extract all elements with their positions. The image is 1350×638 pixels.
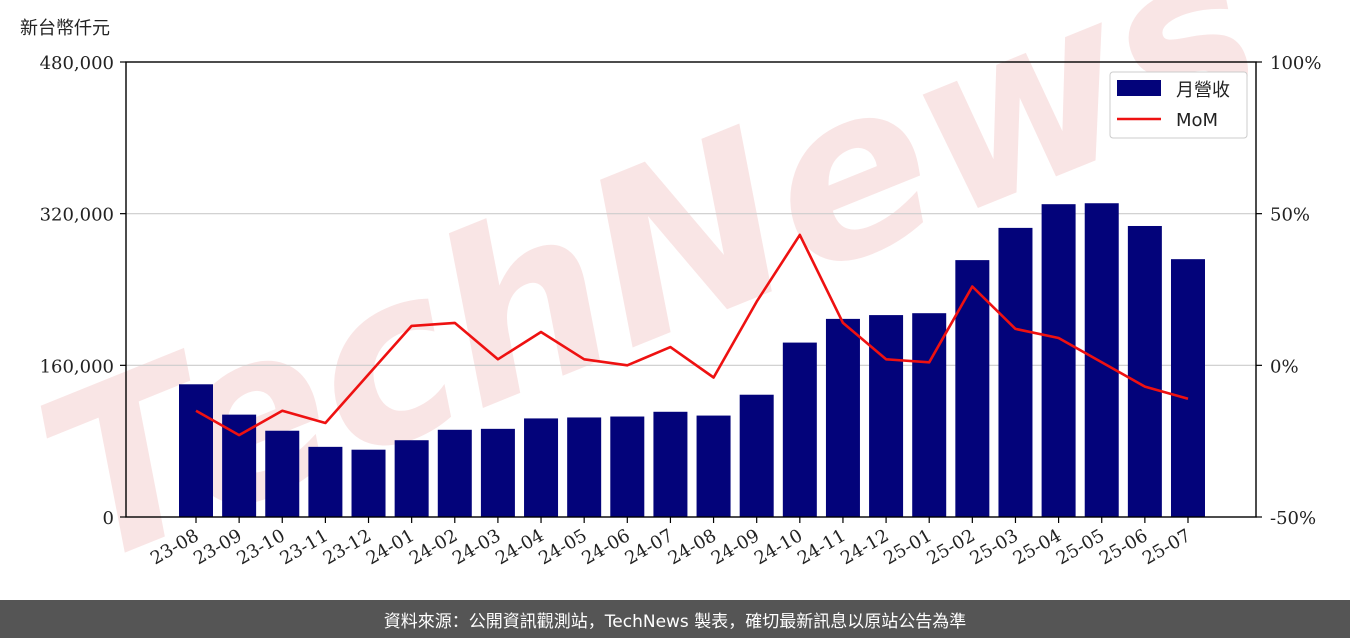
bar-24-07 bbox=[653, 411, 688, 517]
x-tick-label: 24-03 bbox=[449, 525, 504, 569]
x-tick-label: 24-10 bbox=[751, 525, 806, 569]
bar-24-01 bbox=[394, 440, 429, 517]
bar-23-12 bbox=[351, 449, 386, 517]
bar-23-09 bbox=[222, 414, 257, 517]
bar-24-02 bbox=[437, 429, 472, 517]
bar-25-05 bbox=[1084, 203, 1119, 518]
source-footer: 資料來源：公開資訊觀測站，TechNews 製表，確切最新訊息以原站公告為準 bbox=[0, 600, 1350, 638]
bar-series bbox=[179, 203, 1205, 518]
bar-24-10 bbox=[782, 342, 817, 517]
x-tick-label: 24-01 bbox=[363, 525, 418, 569]
x-tick-label: 25-07 bbox=[1139, 525, 1194, 569]
y-axis-unit-label: 新台幣仟元 bbox=[20, 18, 110, 39]
mom-line bbox=[195, 233, 1189, 437]
bar-24-12 bbox=[869, 315, 904, 517]
left-y-axis: 0 160,000 320,000 480,000 bbox=[40, 53, 126, 529]
bar-25-04 bbox=[1041, 204, 1076, 517]
x-tick-label: 25-03 bbox=[967, 525, 1022, 569]
x-tick-label: 25-06 bbox=[1096, 525, 1151, 569]
bar-25-03 bbox=[998, 227, 1033, 517]
legend-bar-label: 月營收 bbox=[1176, 80, 1230, 101]
x-tick-label: 25-05 bbox=[1053, 525, 1108, 569]
x-tick-label: 24-09 bbox=[708, 525, 763, 569]
x-tick-label: 24-08 bbox=[665, 525, 720, 569]
bar-23-10 bbox=[265, 430, 300, 517]
bar-25-07 bbox=[1170, 259, 1205, 517]
x-tick-label: 24-11 bbox=[794, 525, 849, 569]
left-tick-label: 0 bbox=[103, 508, 114, 529]
bar-24-04 bbox=[524, 418, 559, 517]
bar-24-05 bbox=[567, 417, 602, 517]
mom-line-series bbox=[195, 233, 1189, 437]
plot-frame bbox=[125, 61, 1257, 518]
legend-bar-swatch bbox=[1117, 80, 1161, 96]
legend: 月營收 MoM bbox=[1109, 71, 1248, 139]
right-tick-label: -50% bbox=[1270, 508, 1316, 529]
x-tick-label: 24-12 bbox=[837, 525, 892, 569]
x-tick-label: 25-01 bbox=[880, 525, 935, 569]
bar-24-08 bbox=[696, 415, 731, 517]
right-y-axis: -50% 0% 50% 100% bbox=[1256, 53, 1321, 529]
x-tick-label: 24-04 bbox=[492, 525, 547, 569]
bar-23-08 bbox=[179, 384, 213, 517]
bar-25-02 bbox=[955, 260, 990, 517]
right-tick-label: 50% bbox=[1270, 205, 1310, 226]
left-tick-label: 160,000 bbox=[40, 356, 114, 377]
left-tick-label: 480,000 bbox=[40, 53, 114, 74]
x-tick-label: 25-04 bbox=[1010, 525, 1065, 569]
bar-25-01 bbox=[912, 313, 947, 517]
x-tick-label: 25-02 bbox=[923, 525, 978, 569]
bar-24-03 bbox=[480, 428, 515, 517]
legend-line-label: MoM bbox=[1176, 110, 1218, 131]
x-tick-label: 24-06 bbox=[578, 525, 633, 569]
bar-25-06 bbox=[1127, 225, 1162, 518]
right-tick-label: 100% bbox=[1270, 53, 1321, 74]
right-tick-label: 0% bbox=[1270, 356, 1299, 377]
bar-23-11 bbox=[308, 446, 343, 517]
x-tick-label: 24-07 bbox=[621, 525, 676, 569]
left-tick-label: 320,000 bbox=[40, 205, 114, 226]
bar-24-11 bbox=[825, 318, 860, 517]
x-tick-label: 23-12 bbox=[320, 525, 375, 569]
x-tick-label: 24-05 bbox=[535, 525, 590, 569]
bar-24-09 bbox=[739, 394, 774, 517]
x-tick-label: 24-02 bbox=[406, 525, 461, 569]
footer-text: 資料來源：公開資訊觀測站，TechNews 製表，確切最新訊息以原站公告為準 bbox=[383, 611, 967, 632]
bar-24-06 bbox=[610, 416, 645, 517]
